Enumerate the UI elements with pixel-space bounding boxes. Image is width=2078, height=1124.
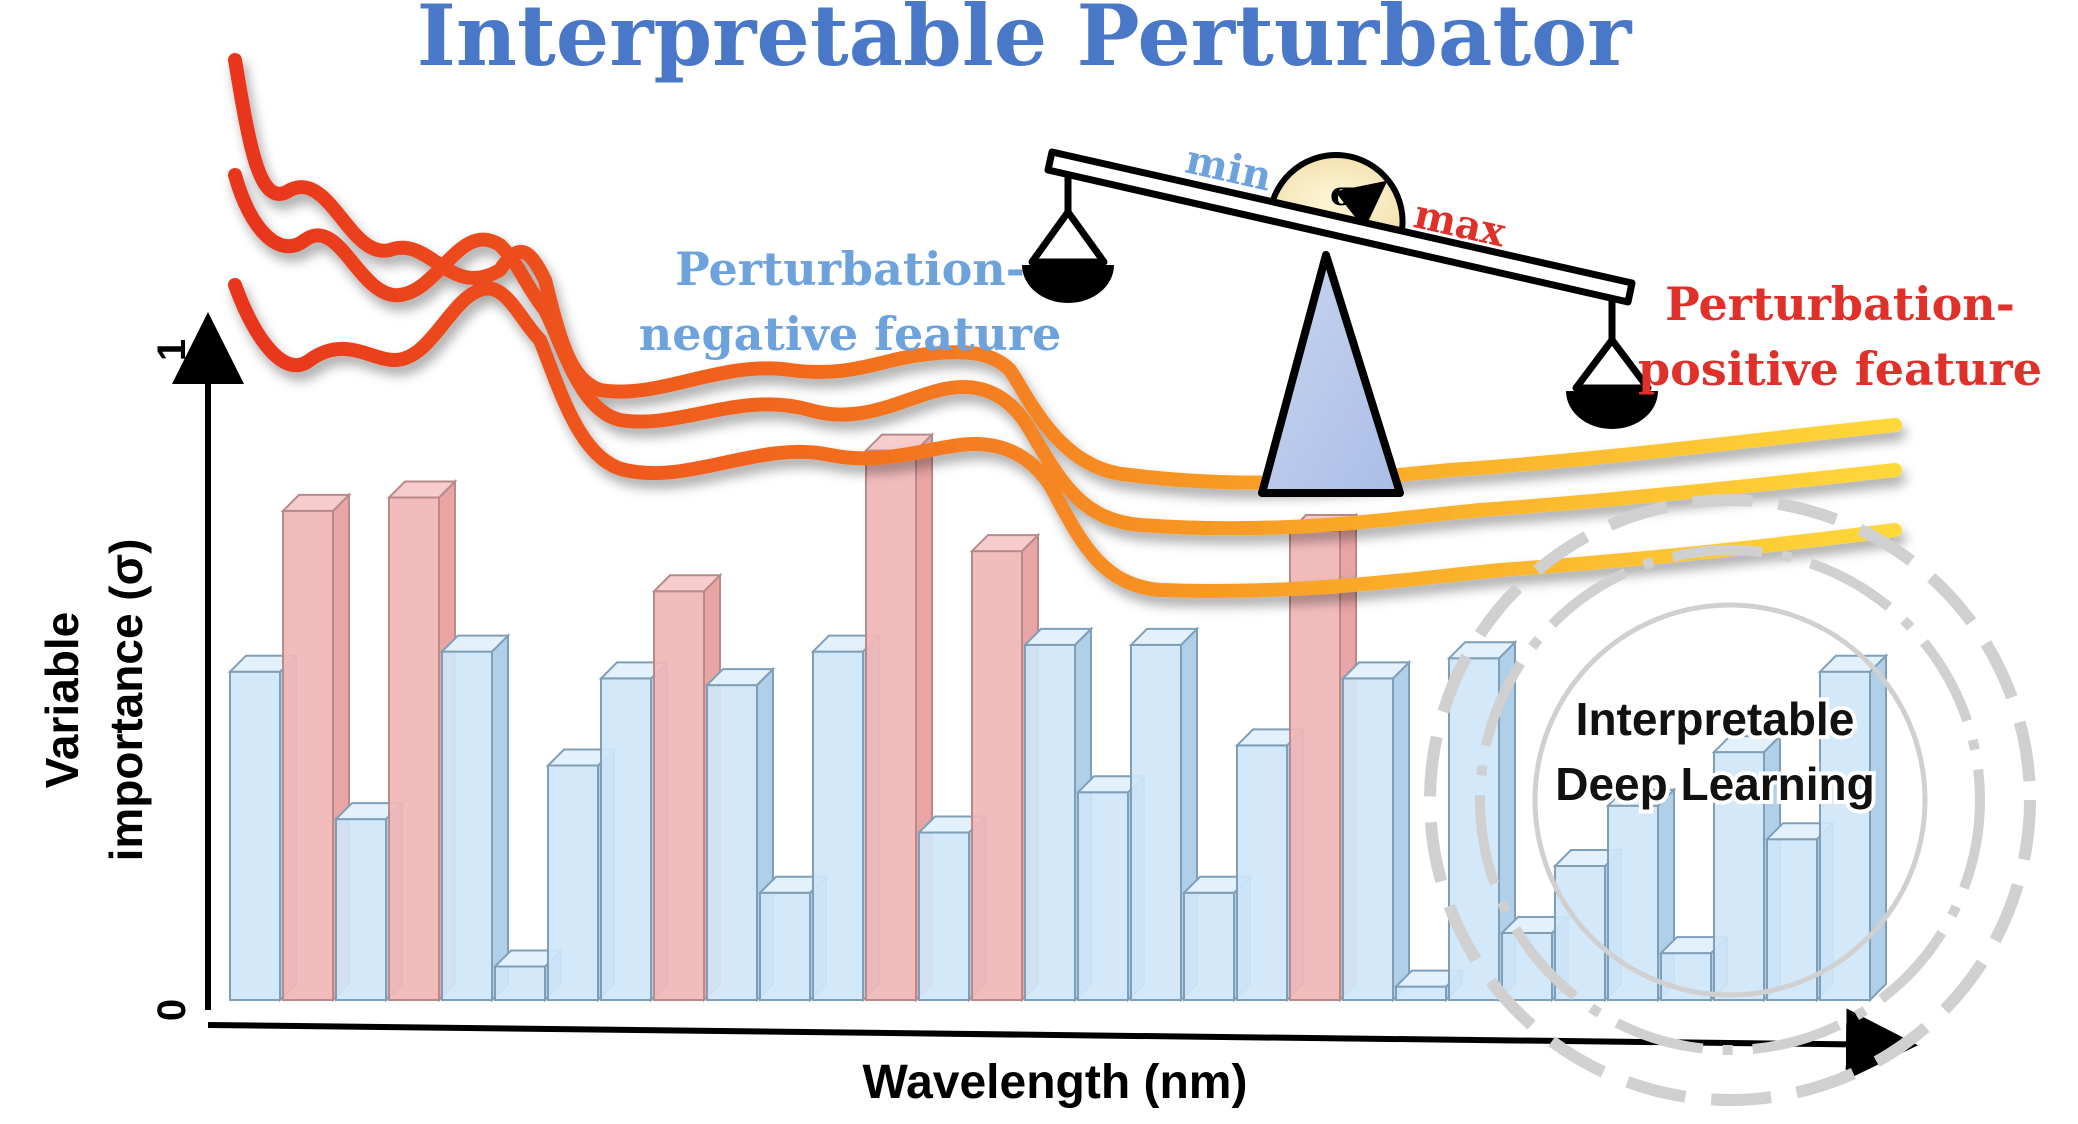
badge-line1: Interpretable <box>1576 693 1855 745</box>
bar-top <box>1340 661 1412 680</box>
bar-front <box>1766 838 1818 1002</box>
bar-front <box>1077 791 1129 1001</box>
dial-needle <box>1334 180 1388 230</box>
right-pan-bowl <box>1566 391 1658 429</box>
bar <box>651 572 723 1003</box>
badge-line2: Deep Learning <box>1555 758 1875 810</box>
y-axis-label-line2: importance (σ) <box>100 539 152 862</box>
left-pan-triangle <box>1028 208 1108 266</box>
balance-beam <box>1044 148 1636 306</box>
balance-pivot <box>1258 251 1404 497</box>
bar-top <box>1128 627 1200 646</box>
negative-feature-line1: Perturbation- <box>675 242 1025 296</box>
positive-feature-line1: Perturbation- <box>1665 277 2015 331</box>
bar-top <box>1022 627 1094 646</box>
badge-middle-circle <box>1475 545 1985 1055</box>
bar-front <box>494 965 546 1001</box>
bar-front <box>971 550 1023 1001</box>
bar-top <box>439 634 511 653</box>
bar-top <box>651 574 723 593</box>
badge-inner-circle <box>1532 602 1928 998</box>
bar <box>439 633 511 1003</box>
bar-top <box>1711 735 1783 754</box>
y-tick-bottom: 0 <box>150 999 194 1021</box>
bar-front <box>441 650 493 1001</box>
bar-top <box>1446 641 1518 660</box>
bar-front <box>1342 677 1394 1002</box>
bar-front <box>1183 891 1235 1001</box>
deep-learning-badge <box>1424 494 2036 1106</box>
bar <box>969 532 1041 1003</box>
bar-front <box>547 764 599 1001</box>
left-pan-bowl <box>1022 265 1114 303</box>
bar-top <box>1605 788 1677 807</box>
bar-series <box>227 432 1889 1003</box>
x-axis-label: Wavelength (nm) <box>863 1056 1248 1109</box>
right-pan-triangle <box>1572 336 1652 392</box>
bar-top <box>969 534 1041 553</box>
negative-feature-line2: negative feature <box>639 307 1061 361</box>
bar-front <box>1289 530 1341 1001</box>
bar-front <box>1236 744 1288 1002</box>
y-tick-top: 1 <box>150 339 194 361</box>
bar-front <box>388 496 440 1001</box>
bar-front <box>1713 751 1765 1001</box>
bar <box>1287 512 1359 1003</box>
bar-front <box>1554 865 1606 1001</box>
balance-scale: σ min max <box>1022 136 1658 497</box>
bar-front <box>759 891 811 1001</box>
bar-top <box>704 668 776 687</box>
bar-front <box>1395 985 1447 1001</box>
bar-front <box>335 818 387 1001</box>
bar-front <box>282 509 334 1001</box>
spectral-curve-lower <box>228 278 1902 598</box>
badge-outer-circle <box>1424 494 2036 1106</box>
bar-front <box>706 684 758 1001</box>
bar-front <box>600 677 652 1002</box>
left-pan <box>1022 172 1114 303</box>
bar-front <box>918 831 970 1001</box>
bar-front <box>229 670 281 1001</box>
page-title: Interpretable Perturbator <box>417 0 1634 85</box>
bar-top <box>280 493 352 512</box>
bar <box>1817 653 1889 1003</box>
y-axis-label-line1: Variable <box>36 612 88 788</box>
bar-front <box>865 449 917 1002</box>
right-pan <box>1566 300 1658 429</box>
bar-front <box>1024 643 1076 1002</box>
bar-front <box>653 590 705 1001</box>
spectral-curve-middle <box>228 168 1902 536</box>
positive-feature-line2: positive feature <box>1638 342 2042 396</box>
bar-top <box>386 480 458 499</box>
bar-side <box>1392 659 1410 1003</box>
bar-front <box>812 650 864 1001</box>
bar-front <box>1130 643 1182 1002</box>
bar <box>1340 659 1412 1003</box>
bar-side <box>1869 653 1887 1003</box>
x-axis <box>207 1008 1918 1081</box>
bar-side <box>491 633 509 1003</box>
bar-top <box>1817 654 1889 673</box>
